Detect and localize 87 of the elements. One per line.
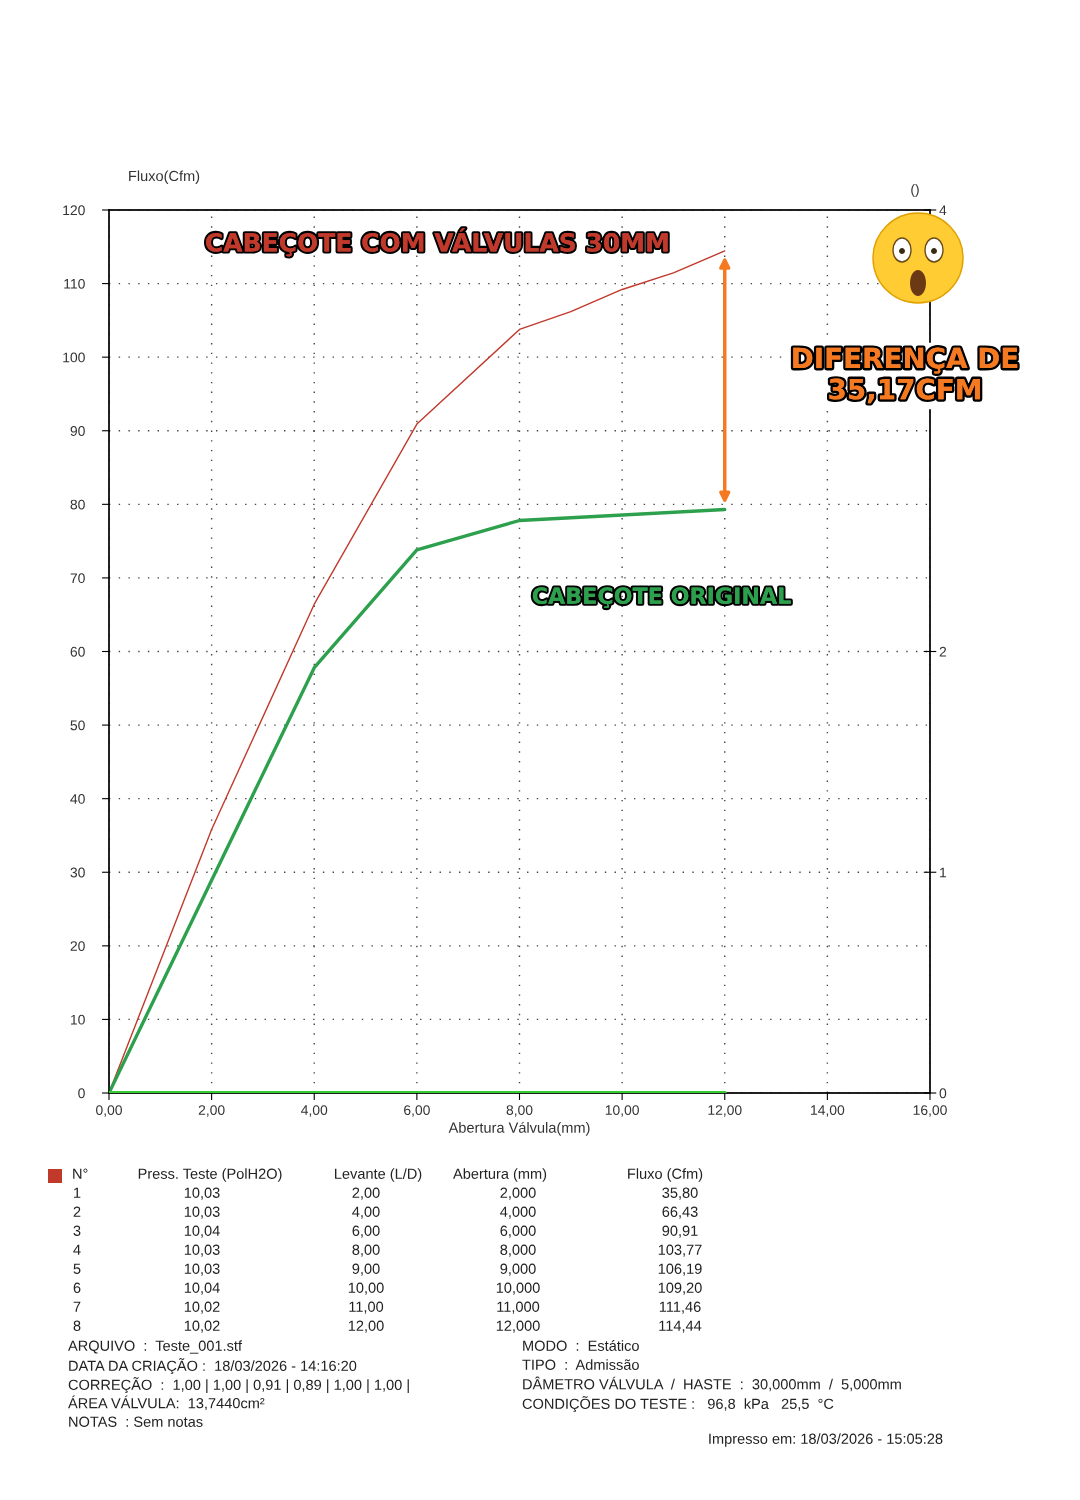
text: 8,00 [352,1244,380,1257]
x-tick-label: 0,00 [96,1105,122,1117]
y-tick-label: 20 [70,941,85,951]
x-tick-label: 4,00 [301,1105,328,1117]
text: DÂMETRO VÁLVULA / HASTE : 30,000mm / 5,000mm [523,1376,901,1392]
text: 1 [74,1187,81,1198]
y2-axis-title: () [911,184,919,197]
text: Levante (L/D) [335,1168,422,1182]
text: NOTAS : Sem notas [69,1416,203,1427]
x-tick-label: 16,00 [913,1105,947,1117]
text: Press. Teste (PolH2O) [138,1168,282,1182]
y-tick-label: 30 [70,867,85,878]
y-tick-label: 10 [71,1014,85,1025]
y-tick-label: 80 [70,499,85,510]
text: CORREÇÃO : 1,00 | 1,00 | 0,91 | 0,89 | 1,00 | 1,00 | [68,1377,409,1393]
text: Fluxo (Cfm) [628,1168,703,1182]
text: 8,000 [500,1244,536,1257]
text: 10,00 [348,1282,384,1295]
text: 10,02 [184,1320,220,1333]
text: 4,000 [500,1206,536,1219]
y-tick-label: 100 [63,352,85,363]
text: 4 [73,1244,81,1255]
text: 2,00 [352,1187,380,1200]
text: ÁREA VÁLVULA: 13,7440cm² [68,1395,265,1411]
x-tick-label: 6,00 [404,1105,430,1117]
text: 10,04 [184,1225,220,1238]
y-tick-label: 120 [63,205,85,216]
text: DATA DA CRIAÇÃO : 18/03/2026 - 14:16:20 [69,1358,357,1374]
y-tick-label: 60 [70,646,85,657]
text: 10,04 [184,1282,220,1295]
x-tick-label: 10,00 [605,1105,639,1117]
y-tick-label: 90 [70,426,85,436]
series-label: CABEÇOTE COM VÁLVULAS 30MM [206,228,668,257]
text: 8 [73,1320,81,1331]
text: 10,03 [184,1206,220,1219]
text: 4,00 [352,1206,380,1219]
text: 2 [73,1206,81,1217]
text: 2,000 [500,1187,536,1200]
y-axis-title: Fluxo(Cfm) [129,170,200,184]
text: 114,44 [659,1320,702,1333]
text: 6 [73,1282,81,1293]
text: 5 [73,1263,81,1274]
text: 9,00 [352,1263,380,1276]
text: 106,19 [658,1263,702,1276]
text: Abertura (mm) [453,1168,547,1182]
text: MODO : Estático [523,1340,639,1351]
text: 90,91 [662,1225,698,1238]
y-tick-label: 50 [70,720,85,731]
text: N° [73,1168,88,1179]
text: ARQUIVO : Teste_001.stf [68,1340,243,1354]
x-axis-title: Abertura Válvula(mm) [448,1121,590,1136]
text: 11,00 [349,1301,384,1314]
text: TIPO : Admissão [522,1359,639,1370]
text: Impresso em: 18/03/2026 - 15:05:28 [709,1433,943,1447]
x-tick-label: 2,00 [198,1105,225,1117]
text: CONDIÇÕES DO TESTE : 96,8 kPa 25,5 °C [522,1396,834,1412]
text: 10,02 [184,1301,220,1314]
text: 12,000 [496,1320,540,1333]
y-tick-label: 110 [64,278,85,289]
text: 6,000 [500,1225,536,1238]
text: 109,20 [658,1282,702,1295]
text: 10,000 [496,1282,540,1295]
text: 111,46 [659,1301,701,1314]
text: 103,77 [658,1244,702,1257]
text: 10,03 [184,1244,220,1257]
y2-tick-label: 1 [940,867,947,878]
x-tick-label: 14,00 [811,1105,845,1117]
text: 66,43 [662,1206,698,1219]
text: 12,00 [348,1320,384,1333]
text: 10,03 [184,1187,220,1200]
x-tick-label: 8,00 [506,1105,533,1117]
text: CABEÇOTE ORIGINAL [532,587,791,609]
y-tick-label: 40 [70,794,85,804]
text: 9,000 [500,1263,536,1276]
y-tick-label: 0 [78,1088,85,1099]
y2-tick-label: 4 [939,205,947,216]
text: 7 [73,1301,81,1312]
text: 3 [73,1225,81,1236]
x-tick-label: 12,00 [708,1105,742,1117]
text: 10,03 [184,1263,220,1276]
y2-tick-label: 0 [939,1088,947,1099]
y-tick-label: 70 [70,573,85,584]
text: 6,00 [352,1225,380,1238]
text: 35,80 [662,1187,698,1200]
text: 11,000 [497,1301,540,1314]
y2-tick-label: 2 [939,646,947,657]
annotation: DIFERENÇA DE 35,17CFM [793,347,1018,404]
